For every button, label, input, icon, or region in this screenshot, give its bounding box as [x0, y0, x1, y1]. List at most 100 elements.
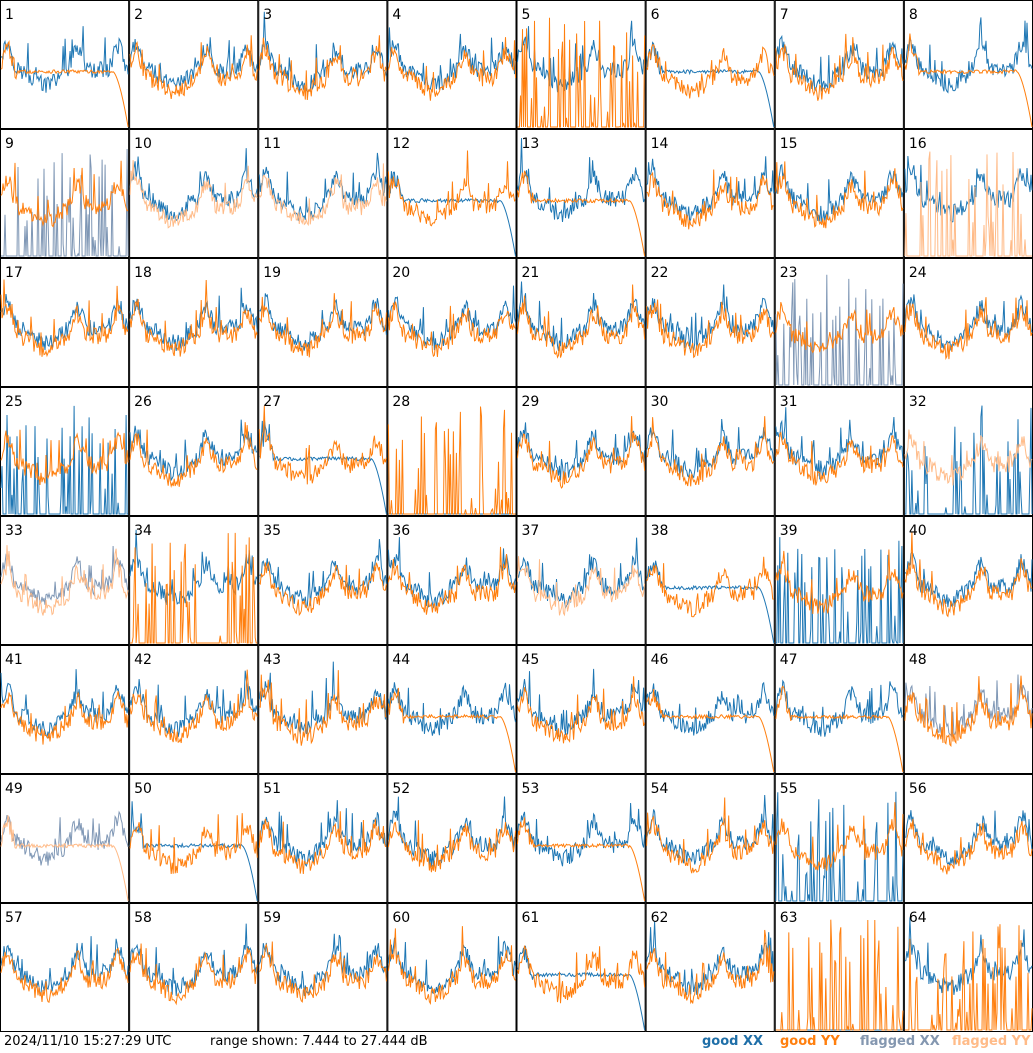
- series-yy-line: [646, 169, 775, 230]
- tile-frame: [387, 387, 517, 516]
- series-yy-line: [517, 416, 646, 489]
- series-xx-line: [517, 281, 646, 351]
- series-yy-line: [0, 279, 129, 358]
- tile-frame: [387, 774, 517, 903]
- series-xx-line: [0, 936, 129, 996]
- tile-number-label: 9: [5, 136, 14, 152]
- antenna-tile: 34: [129, 516, 259, 645]
- series-yy-line: [646, 797, 775, 874]
- series-xx-line: [129, 419, 258, 482]
- series-yy-line: [387, 150, 516, 227]
- series-yy-line: [646, 556, 774, 618]
- antenna-tile: 2: [129, 0, 259, 129]
- antenna-tile: 39: [774, 516, 904, 645]
- antenna-tile: 55: [774, 774, 904, 903]
- series-yy-line: [0, 815, 129, 902]
- series-xx-line: [258, 933, 387, 996]
- tile-number-label: 43: [263, 652, 281, 668]
- tile-frame: [903, 774, 1033, 903]
- tile-number-label: 50: [134, 781, 152, 797]
- tile-frame: [903, 516, 1033, 645]
- series-yy-line: [387, 687, 516, 773]
- antenna-tile: 20: [387, 258, 517, 387]
- tile-number-label: 54: [651, 781, 669, 797]
- tile-number-label: 21: [522, 265, 540, 281]
- antenna-tile: 23: [774, 258, 904, 387]
- tile-number-label: 52: [392, 781, 410, 797]
- series-yy-line: [517, 170, 646, 257]
- timestamp-label: 2024/11/10 15:27:29 UTC: [4, 1034, 172, 1049]
- tile-number-label: 36: [392, 523, 410, 539]
- tile-number-label: 57: [5, 910, 23, 926]
- tile-frame: [0, 774, 130, 903]
- tile-frame: [129, 903, 259, 1032]
- tile-frame: [516, 774, 646, 903]
- series-yy-line: [0, 160, 129, 228]
- series-yy-line: [129, 160, 258, 229]
- tile-number-label: 6: [651, 7, 660, 23]
- antenna-tile: 41: [0, 645, 130, 774]
- legend-flagged-xx: flagged XX: [860, 1034, 940, 1049]
- antenna-tile: 36: [387, 516, 517, 645]
- series-xx-line: [775, 407, 904, 480]
- tile-number-label: 34: [134, 523, 152, 539]
- series-yy-line: [0, 39, 129, 128]
- tile-number-label: 11: [263, 136, 281, 152]
- series-xx-line: [258, 539, 387, 609]
- tile-number-label: 8: [909, 7, 918, 23]
- series-xx-line: [0, 405, 129, 515]
- antenna-tile: 63: [774, 903, 904, 1032]
- antenna-tile: 64: [903, 903, 1033, 1032]
- series-xx-line: [517, 20, 646, 93]
- antenna-tile: 19: [258, 258, 388, 387]
- series-xx-line: [259, 293, 387, 351]
- antenna-tile: 46: [645, 645, 775, 774]
- tile-number-label: 18: [134, 265, 152, 281]
- series-yy-line: [904, 33, 1033, 128]
- series-xx-line: [387, 682, 516, 736]
- tile-frame: [387, 0, 517, 129]
- series-yy-line: [258, 941, 387, 1003]
- antenna-tile: 16: [903, 129, 1033, 258]
- antenna-tile: 14: [645, 129, 775, 258]
- tile-number-label: 24: [909, 265, 927, 281]
- tile-frame: [645, 774, 775, 903]
- series-yy-line: [775, 549, 904, 615]
- antenna-tile: 5: [516, 0, 646, 129]
- series-yy-line: [0, 691, 129, 745]
- tile-frame: [645, 129, 775, 258]
- series-yy-line: [646, 688, 775, 773]
- series-xx-line: [0, 26, 129, 93]
- series-yy-line: [904, 297, 1033, 361]
- series-yy-line: [387, 37, 516, 101]
- tile-number-label: 48: [909, 652, 927, 668]
- tile-frame: [0, 258, 130, 387]
- tile-number-label: 10: [134, 136, 152, 152]
- tile-number-label: 4: [392, 7, 401, 23]
- tile-number-label: 62: [651, 910, 669, 926]
- footer-bar: 2024/11/10 15:27:29 UTC range shown: 7.4…: [0, 1032, 1033, 1053]
- antenna-tile: 42: [129, 645, 259, 774]
- tile-number-label: 59: [263, 910, 281, 926]
- tile-frame: [903, 903, 1033, 1032]
- legend-good-yy: good YY: [780, 1034, 840, 1049]
- series-yy-line: [517, 17, 646, 128]
- tile-number-label: 56: [909, 781, 927, 797]
- series-yy-line: [129, 35, 258, 99]
- tile-frame: [645, 0, 775, 129]
- antenna-tile: 22: [645, 258, 775, 387]
- series-xx-line: [775, 163, 904, 223]
- tile-number-label: 22: [651, 265, 669, 281]
- tile-frame: [129, 0, 259, 129]
- series-xx-line: [0, 294, 129, 351]
- tile-number-label: 64: [909, 910, 927, 926]
- antenna-tile: 45: [516, 645, 646, 774]
- tile-number-label: 63: [780, 910, 798, 926]
- antenna-tile: 25: [0, 387, 130, 516]
- tile-number-label: 61: [522, 910, 540, 926]
- series-yy-line: [775, 802, 904, 871]
- tile-number-label: 33: [5, 523, 23, 539]
- series-yy-line: [646, 929, 775, 1005]
- tile-number-label: 44: [392, 652, 410, 668]
